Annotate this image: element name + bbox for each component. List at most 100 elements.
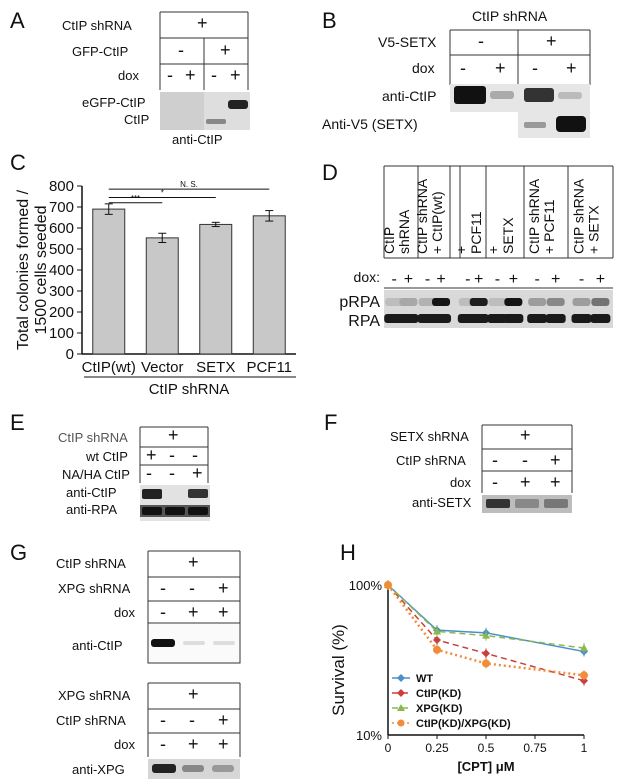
band [487,314,508,323]
sign: + [188,602,199,622]
panel-label: B [322,8,337,33]
blot-label-anti-rpa: anti-RPA [66,502,118,517]
band [431,314,452,323]
dox-sign: + [596,271,605,288]
y-axis-label: Survival (%) [329,624,348,716]
sign: - [211,65,217,85]
sign: - [169,445,175,465]
y-tick-label: 200 [49,304,74,321]
row-label-v5-setx: V5-SETX [378,34,437,50]
sign: + [188,552,199,572]
y-tick-label: 100% [349,578,383,593]
sign: + [550,472,561,492]
x-axis-label: [CPT] μM [457,759,514,774]
band [385,298,404,306]
panel-a: A CtIP shRNA GFP-CtIP dox + - + - + - + … [0,0,250,150]
sign: + [192,463,203,483]
x-tick-label: Vector [141,359,184,376]
sign: - [160,734,166,754]
row-label-ctip-shrna: CtIP shRNA [62,18,132,33]
row-label-xpg-shrna: XPG shRNA [58,688,131,703]
band [572,298,591,306]
bar [199,223,233,355]
blot-label-anti-ctip: anti-CtIP [72,638,123,653]
bar [252,215,286,355]
sign: + [168,425,179,445]
band [432,298,451,306]
row-label-dox: dox [114,605,135,620]
sign: + [220,40,231,60]
legend-marker [397,689,405,697]
column-header: +SETX [485,217,516,254]
y-tick-label: 600 [49,220,74,237]
row-label-gfp-ctip: GFP-CtIP [72,44,129,59]
x-tick-label: SETX [196,359,235,376]
line-chart: 100% 10%0 0.25 0.5 0.75 1 [CPT] μM Survival (%)… [329,578,588,774]
blot-label-egfp-ctip: eGFP-CtIP [82,95,146,110]
sign: - [522,450,528,470]
x-group-label: CtIP shRNA [149,381,230,398]
x-tick-label: CtIP(wt) [82,359,136,376]
y-tick-label: 400 [49,262,74,279]
sign: - [189,578,195,598]
y-tick-label: 500 [49,241,74,258]
row-label-dox: dox [114,737,135,752]
sign: - [160,578,166,598]
western-blot-image [450,84,590,112]
blot-label-anti-ctip: anti-CtIP [66,485,117,500]
legend-label: XPG(KD) [416,703,463,715]
panel-a-table [159,11,249,90]
panel-label: E [10,410,25,435]
panel-g-tables [147,550,241,757]
panel-label: A [10,8,25,33]
panel-d: D CtIPshRNA CtIP shRNA+ CtIP(wt) +PCF11 +SE… [300,150,617,335]
bar [92,208,126,355]
sign: + [230,65,241,85]
row-label-ctip-shrna: CtIP shRNA [56,556,126,571]
column-header: CtIP shRNA+ SETX [571,178,602,254]
blot-label-rpa: RPA [348,313,380,330]
panel-label: H [340,540,356,565]
sign: - [478,31,484,51]
sign: + [197,13,208,33]
dox-sign: + [474,271,483,288]
row-label-ctip-shrna: CtIP shRNA [58,430,128,445]
y-tick-label: 300 [49,283,74,300]
band [545,314,566,323]
row-label-ctip-shrna: CtIP shRNA [396,453,466,468]
legend-label: CtIP(KD)/XPG(KD) [416,718,511,730]
blot-label-anti-setx: anti-SETX [412,495,472,510]
sign: - [460,58,466,78]
row-label-dox: dox [450,475,471,490]
panel-b-table [449,29,591,85]
dox-sign: + [551,271,560,288]
sign: + [185,65,196,85]
western-blot-image [140,485,210,521]
dox-sign: - [579,271,584,288]
blot-label-prpa: pRPA [339,294,380,311]
y-axis-label: Total colonies formed /1500 cells seeded [15,189,50,350]
legend-label: WT [416,673,433,685]
series-line [387,584,585,649]
panel-e-table [139,426,209,483]
row-label-dox: dox [412,60,435,76]
column-header: CtIPshRNA [381,209,412,254]
sign: + [218,602,229,622]
blot-label-anti-ctip: anti-CtIP [382,88,437,104]
dox-sign: + [509,271,518,288]
sign: + [218,734,229,754]
column-header: +PCF11 [453,211,484,254]
significance-label: *** [131,194,140,203]
column-header: CtIP shRNA+ PCF11 [526,178,557,254]
panel-label: F [324,410,338,435]
y-tick-label: 800 [49,178,74,195]
sign: - [160,710,166,730]
sign: + [188,684,199,704]
series-line [387,584,585,677]
sign: + [218,710,229,730]
band [527,314,548,323]
significance-label: N. S. [180,180,198,189]
y-tick-label: 0 [66,346,74,363]
western-blot-image [149,624,239,662]
band [468,314,489,323]
